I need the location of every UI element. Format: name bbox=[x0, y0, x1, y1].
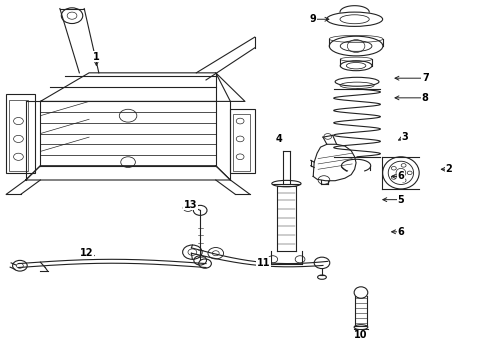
Text: 7: 7 bbox=[422, 73, 429, 83]
Text: 9: 9 bbox=[310, 14, 317, 24]
Text: 6: 6 bbox=[397, 171, 404, 181]
Text: 8: 8 bbox=[422, 93, 429, 103]
Text: 2: 2 bbox=[445, 164, 452, 174]
Text: 1: 1 bbox=[93, 52, 100, 62]
Text: 10: 10 bbox=[354, 330, 368, 341]
Text: 11: 11 bbox=[257, 258, 270, 268]
Text: 6: 6 bbox=[397, 227, 404, 237]
Text: 3: 3 bbox=[401, 132, 408, 142]
Text: 12: 12 bbox=[80, 248, 94, 258]
Text: 13: 13 bbox=[184, 200, 197, 210]
Text: 4: 4 bbox=[276, 134, 282, 144]
Text: 5: 5 bbox=[397, 195, 404, 204]
